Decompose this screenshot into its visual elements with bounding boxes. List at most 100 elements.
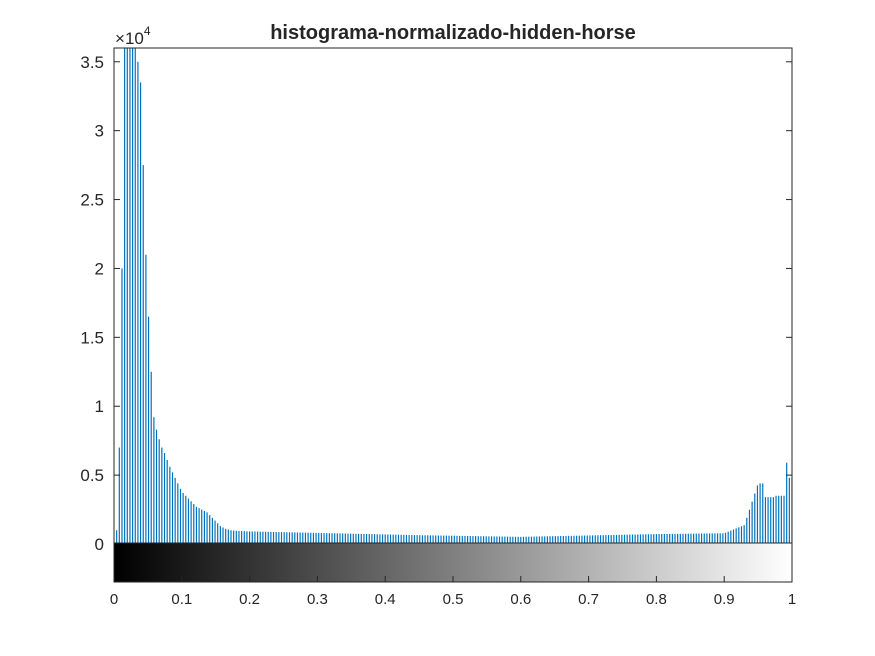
histogram-bar — [677, 533, 679, 544]
histogram-bar — [445, 535, 447, 544]
histogram-bar — [185, 495, 187, 544]
x-tick-label: 0.2 — [239, 591, 260, 608]
histogram-bar — [732, 529, 735, 544]
histogram-bar — [661, 534, 663, 544]
histogram-bar — [413, 535, 416, 544]
histogram-bar — [126, 48, 128, 544]
histogram-bar — [222, 527, 224, 544]
histogram-bar — [310, 532, 312, 544]
histogram-bar — [475, 536, 477, 544]
histogram-bar — [541, 536, 543, 544]
histogram-bar — [746, 517, 748, 544]
histogram-bar — [243, 531, 245, 544]
histogram-bar — [129, 48, 131, 544]
histogram-bar — [355, 533, 357, 544]
histogram-bar — [488, 536, 490, 544]
histogram-bar — [525, 536, 527, 544]
histogram-bar — [719, 533, 721, 544]
x-tick-label: 0.1 — [171, 591, 192, 608]
histogram-bar — [480, 536, 482, 544]
histogram-bar — [453, 535, 455, 544]
histogram-bar — [400, 534, 402, 544]
histogram-bar — [775, 495, 777, 544]
histogram-bar — [570, 535, 572, 544]
histogram-bar — [618, 534, 620, 544]
histogram-bar — [320, 532, 322, 544]
histogram-bar — [299, 532, 301, 544]
histogram-bar — [331, 533, 333, 544]
y-tick-label: 0 — [95, 535, 104, 554]
histogram-bar — [206, 512, 208, 544]
histogram-bar — [722, 533, 724, 544]
histogram-bar — [562, 535, 564, 544]
histogram-bar — [477, 536, 479, 544]
y-tick-label: 2.5 — [80, 191, 104, 210]
histogram-bar — [161, 447, 163, 544]
histogram-bar — [467, 535, 469, 544]
histogram-bar — [451, 535, 453, 544]
histogram-bar — [254, 531, 256, 544]
histogram-bar — [235, 530, 237, 544]
y-multiplier: ×104 — [115, 24, 151, 48]
histogram-bar — [459, 535, 461, 544]
histogram-bar — [323, 533, 325, 544]
histogram-bar — [690, 533, 692, 544]
y-multiplier-exponent: 4 — [144, 24, 151, 38]
histogram-bar — [714, 533, 716, 544]
histogram-bar — [256, 531, 259, 544]
histogram-bar — [461, 535, 463, 544]
histogram-bar — [376, 534, 378, 544]
histogram-bar — [506, 536, 509, 544]
histogram-bar — [347, 533, 349, 544]
histogram-bar — [296, 532, 299, 544]
histogram-bar — [546, 536, 548, 544]
histogram-bar — [658, 534, 660, 544]
y-tick-label: 0.5 — [80, 466, 104, 485]
histogram-bar — [233, 530, 235, 544]
histogram-bar — [203, 510, 205, 544]
y-tick-label: 1 — [95, 397, 104, 416]
histogram-bar — [584, 535, 586, 544]
histogram-bar — [358, 533, 360, 544]
histogram-bar — [472, 536, 474, 544]
histogram-bar — [214, 520, 216, 544]
histogram-bar — [493, 536, 495, 544]
histogram-bar — [116, 530, 118, 544]
histogram-bar — [158, 439, 160, 544]
histogram-bar — [227, 529, 229, 544]
histogram-bar — [363, 533, 365, 544]
histogram-bar — [408, 534, 410, 544]
histogram-bar — [198, 508, 200, 544]
y-axis: 0 0.5 1 1.5 2 2.5 3 3.5 — [80, 53, 792, 554]
histogram-bar — [554, 536, 556, 544]
histogram-bar — [568, 535, 570, 544]
histogram-bar — [288, 532, 291, 544]
histogram-bar — [740, 526, 743, 544]
histogram-bar — [219, 526, 221, 544]
histogram-bar — [368, 534, 370, 544]
histogram-bar — [251, 531, 253, 544]
histogram-bar — [307, 532, 309, 544]
histogram-bar — [315, 532, 317, 544]
histogram-bar — [645, 534, 647, 544]
histogram-bar — [381, 534, 384, 544]
histogram-bar — [687, 533, 689, 544]
histogram-bar — [190, 501, 192, 544]
histogram-bar — [634, 534, 636, 544]
histogram-bar — [538, 536, 541, 544]
histogram-bar — [440, 535, 442, 544]
histogram-bar — [456, 535, 458, 544]
histogram-bar — [647, 534, 650, 544]
histogram-bar — [498, 536, 501, 544]
histogram-bar — [642, 534, 644, 544]
histogram-bar — [304, 532, 307, 544]
histogram-bar — [360, 533, 362, 544]
histogram-bar — [674, 533, 676, 544]
colorbar — [113, 542, 793, 583]
histogram-bar — [748, 509, 751, 544]
histogram-bar — [522, 536, 525, 544]
histogram-bar — [334, 533, 336, 544]
histogram-bar — [392, 534, 394, 544]
histogram-bar — [272, 531, 275, 544]
histogram-bar — [650, 534, 652, 544]
